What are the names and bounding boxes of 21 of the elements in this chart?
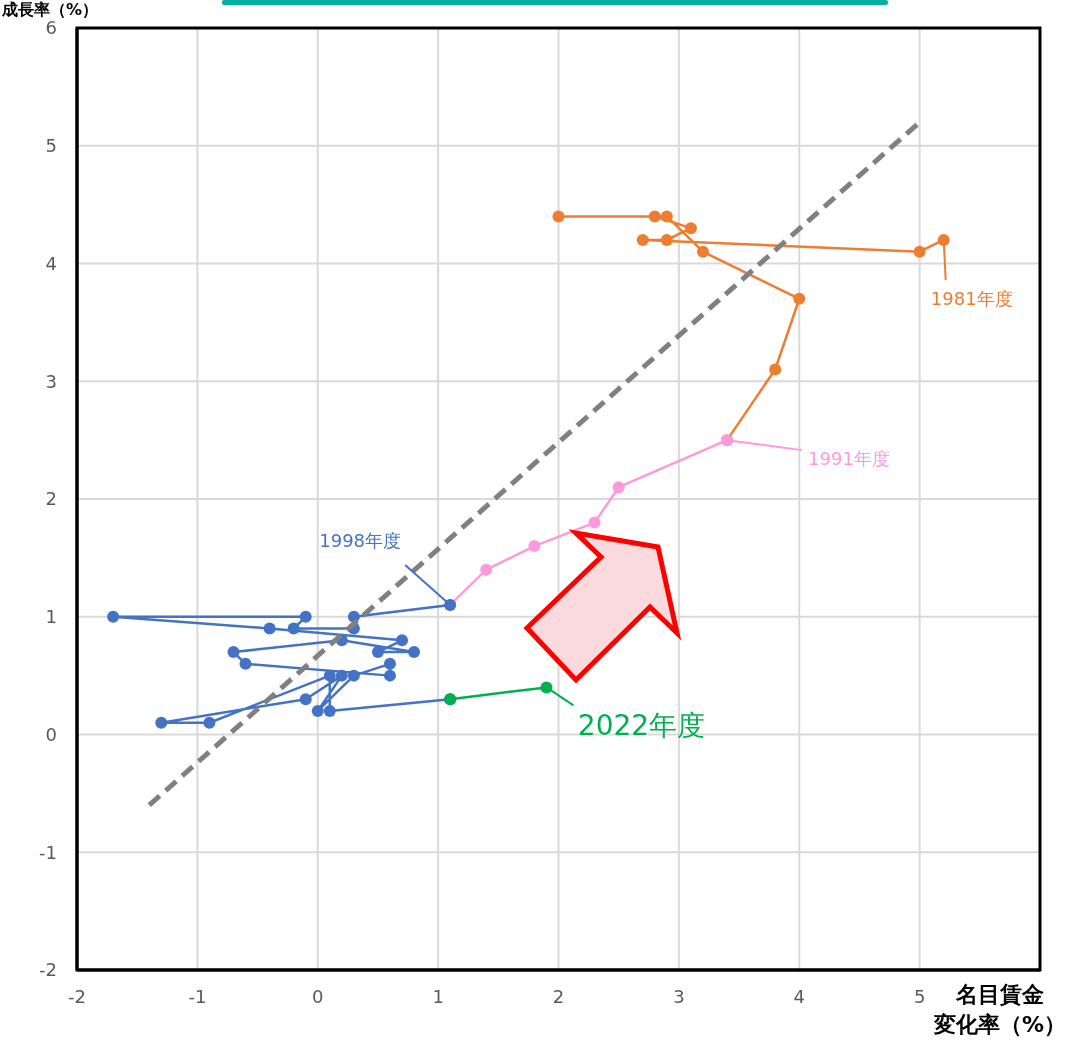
x-axis-title: 名目賃金変化率（%）: [933, 982, 1067, 1037]
y-tick-label: 3: [45, 370, 57, 392]
x-tick-label: 0: [312, 985, 324, 1007]
annotation: 2022年度: [577, 709, 706, 743]
annotation: 1981年度: [930, 287, 1013, 309]
annotation: 1998年度: [319, 529, 402, 551]
y-tick-label: 4: [45, 252, 57, 274]
x-tick-label: 5: [913, 985, 926, 1007]
x-tick-label: 4: [793, 985, 805, 1007]
y-tick-label: 5: [45, 135, 57, 157]
y-tick-label: -2: [39, 959, 57, 981]
y-tick-label: 0: [45, 723, 57, 745]
x-tick-label: 1: [432, 985, 444, 1007]
annotation: 1991年度: [808, 448, 890, 470]
y-tick-label: -1: [39, 841, 57, 863]
y-tick-label: 2: [45, 488, 57, 510]
x-tick-label: 2: [552, 985, 565, 1007]
y-tick-label: 1: [45, 606, 57, 628]
x-tick-label: -2: [68, 985, 86, 1007]
x-tick-label: -1: [188, 985, 207, 1007]
x-tick-label: 3: [673, 985, 685, 1007]
